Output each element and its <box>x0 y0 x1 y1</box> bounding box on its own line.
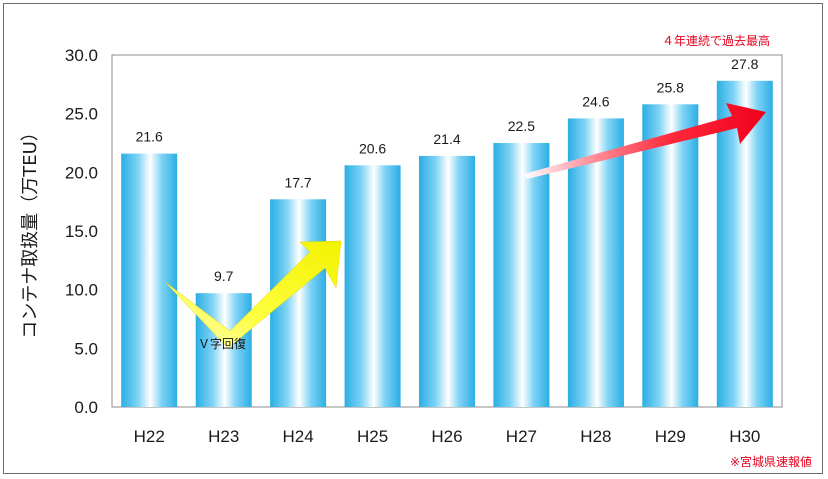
category-label-h23: H23 <box>208 427 239 446</box>
category-label-h22: H22 <box>134 427 165 446</box>
bar-h25 <box>344 165 401 407</box>
bars <box>121 80 773 408</box>
data-label-h25: 20.6 <box>359 140 386 156</box>
y-tick-label: 5.0 <box>74 339 98 358</box>
data-label-h26: 21.4 <box>433 131 460 147</box>
bar-chart: 0.0 5.0 10.0 15.0 20.0 25.0 30.0 21.6 9.7 17.7 20… <box>20 33 812 469</box>
record-arrow-icon <box>524 103 766 179</box>
category-label-h30: H30 <box>729 427 760 446</box>
y-axis-label: コンテナ取扱量（万TEU） <box>20 123 41 339</box>
data-label-h29: 25.8 <box>657 79 684 95</box>
x-axis-categories: H22 H23 H24 H25 H26 H27 H28 H29 H30 <box>134 427 761 446</box>
bar-h29 <box>642 104 699 408</box>
y-tick-label: 25.0 <box>65 105 98 124</box>
data-label-h30: 27.8 <box>731 56 758 72</box>
category-label-h24: H24 <box>283 427 314 446</box>
y-axis-ticks: 0.0 5.0 10.0 15.0 20.0 25.0 30.0 <box>65 46 98 417</box>
bar-h22 <box>121 153 178 407</box>
data-labels: 21.6 9.7 17.7 20.6 21.4 22.5 24.6 25.8 27.8 <box>136 56 759 284</box>
category-label-h28: H28 <box>580 427 611 446</box>
recovery-arrow-icon <box>164 240 342 349</box>
source-note: ※宮城県速報値 <box>730 454 812 469</box>
chart-frame: 0.0 5.0 10.0 15.0 20.0 25.0 30.0 21.6 9.7 17.7 20… <box>3 3 823 474</box>
data-label-h22: 21.6 <box>136 129 163 145</box>
y-tick-label: 10.0 <box>65 281 98 300</box>
category-label-h26: H26 <box>431 427 462 446</box>
category-label-h25: H25 <box>357 427 388 446</box>
category-label-h27: H27 <box>506 427 537 446</box>
bar-h26 <box>419 155 475 407</box>
annotation-record-high: ４年連続で過去最高 <box>662 33 770 48</box>
data-label-h28: 24.6 <box>582 93 609 109</box>
data-label-h27: 22.5 <box>508 118 535 134</box>
bar-h27 <box>493 143 550 407</box>
y-tick-label: 0.0 <box>74 398 98 417</box>
y-tick-label: 30.0 <box>65 46 98 65</box>
y-tick-label: 15.0 <box>65 222 98 241</box>
data-label-h23: 9.7 <box>214 268 234 284</box>
y-tick-label: 20.0 <box>65 163 98 182</box>
annotation-v-recovery: Ｖ字回復 <box>198 336 246 351</box>
category-label-h29: H29 <box>655 427 686 446</box>
data-label-h24: 17.7 <box>284 174 311 190</box>
